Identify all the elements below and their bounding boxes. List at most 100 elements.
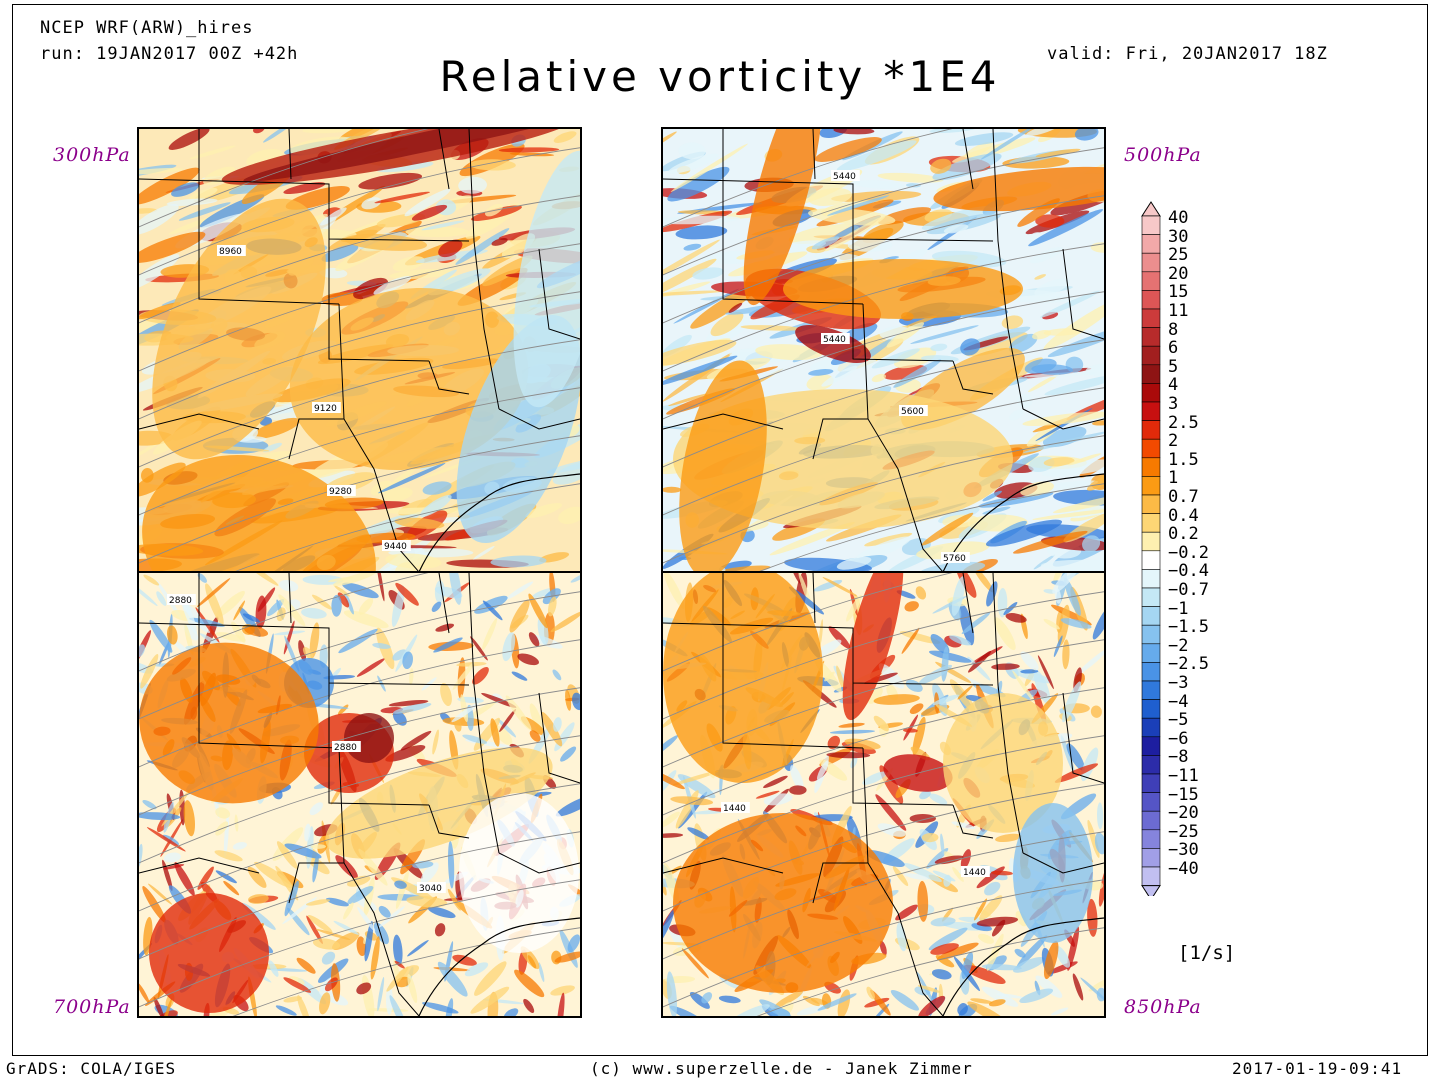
contour-label-text: 1440 xyxy=(963,868,986,878)
height-contour xyxy=(663,129,953,228)
colorbar-swatch xyxy=(1141,773,1161,793)
height-contour xyxy=(663,831,1104,960)
vorticity-patch xyxy=(503,1008,519,1016)
vorticity-patch xyxy=(356,658,386,677)
vorticity-patch xyxy=(755,790,780,799)
vorticity-patch xyxy=(490,555,547,568)
vorticity-patch xyxy=(979,895,1003,921)
vorticity-patch xyxy=(296,957,316,974)
vorticity-patch xyxy=(511,671,528,681)
state-border xyxy=(852,683,954,806)
vorticity-patch xyxy=(821,365,858,387)
vorticity-patch xyxy=(498,147,560,153)
vorticity-patch xyxy=(1024,371,1096,378)
vorticity-patch xyxy=(710,311,744,337)
footer-credit: (c) www.superzelle.de - Janek Zimmer xyxy=(590,1059,973,1078)
vorticity-patch xyxy=(701,992,713,1004)
vorticity-patch xyxy=(140,653,159,689)
vorticity-patch xyxy=(996,680,1003,697)
colorbar-label: −6 xyxy=(1168,728,1189,749)
vorticity-patch xyxy=(406,895,448,908)
vorticity-feature xyxy=(679,360,767,571)
map-panel-850hpa: 1440 1440 xyxy=(661,571,1106,1018)
vorticity-feature xyxy=(243,129,580,182)
height-contour xyxy=(663,573,953,672)
vorticity-patch xyxy=(949,635,972,646)
vorticity-patch xyxy=(836,556,872,570)
vorticity-patch xyxy=(826,751,871,759)
vorticity-patch xyxy=(796,1004,828,1016)
vorticity-patch xyxy=(419,494,452,518)
height-contour xyxy=(663,291,1104,420)
vorticity-patch xyxy=(215,590,245,618)
height-contour xyxy=(139,147,580,276)
vorticity-patch xyxy=(663,486,682,493)
vorticity-patch xyxy=(394,517,445,529)
vorticity-patch xyxy=(275,1005,297,1016)
state-border xyxy=(962,129,974,190)
vorticity-patch xyxy=(1054,763,1099,783)
contour-label-text: 5600 xyxy=(901,407,924,417)
vorticity-patch xyxy=(683,243,702,251)
vorticity-patch xyxy=(931,969,952,980)
vorticity-patch xyxy=(319,992,331,1015)
vorticity-patch xyxy=(991,919,1006,937)
vorticity-patch xyxy=(283,977,312,993)
contour-label-bg xyxy=(899,405,928,416)
contour-label: 8960 xyxy=(217,245,246,257)
vorticity-feature xyxy=(673,813,893,993)
coastline xyxy=(418,917,580,1016)
vorticity-patch xyxy=(331,594,342,617)
vorticity-feature xyxy=(1013,803,1093,943)
vorticity-patch xyxy=(343,610,389,629)
vorticity-patch xyxy=(1005,613,1027,623)
vorticity-patch xyxy=(1034,278,1070,297)
colorbar-label: −5 xyxy=(1168,710,1189,731)
colorbar-swatch xyxy=(1141,569,1161,589)
vorticity-patch xyxy=(252,417,301,439)
vorticity-patch xyxy=(405,226,469,238)
vorticity-patch xyxy=(385,745,426,762)
vorticity-patch xyxy=(1066,743,1085,771)
vorticity-patch xyxy=(445,998,454,1016)
state-border xyxy=(139,413,260,430)
vorticity-patch xyxy=(560,746,577,762)
vorticity-patch xyxy=(1043,299,1104,350)
vorticity-patch xyxy=(957,1003,968,1016)
colorbar-swatch xyxy=(1141,662,1161,682)
vorticity-patch xyxy=(973,898,988,921)
vorticity-patch xyxy=(1088,975,1104,992)
colorbar-swatch xyxy=(1141,290,1161,310)
vorticity-patch xyxy=(139,644,145,658)
vorticity-patch xyxy=(455,228,510,265)
vorticity-patch xyxy=(1096,802,1104,830)
vorticity-patch xyxy=(867,687,883,704)
contour-label-text: 8960 xyxy=(219,247,242,257)
height-contour xyxy=(139,573,429,672)
vorticity-patch xyxy=(1026,422,1062,447)
colorbar-label: 8 xyxy=(1168,319,1179,340)
state-border xyxy=(812,129,816,180)
vorticity-patch xyxy=(1035,975,1063,998)
vorticity-patch xyxy=(364,921,374,962)
map-panel-300hpa: 8960 9120 9280 9440 xyxy=(137,127,582,573)
vorticity-patch xyxy=(162,859,173,892)
vorticity-patch xyxy=(297,978,327,1005)
vorticity-patch xyxy=(1053,489,1104,506)
contour-label: 3040 xyxy=(417,882,446,894)
state-border xyxy=(538,248,580,340)
vorticity-patch xyxy=(1055,945,1071,968)
vorticity-patch xyxy=(358,172,423,190)
state-border xyxy=(498,852,580,874)
vorticity-patch xyxy=(378,906,405,928)
colorbar-label: −40 xyxy=(1168,859,1199,879)
vorticity-patch xyxy=(985,519,1063,547)
vorticity-patch xyxy=(554,951,580,963)
vorticity-patch xyxy=(529,730,541,742)
height-contour xyxy=(663,783,1104,912)
vorticity-patch xyxy=(139,843,143,868)
vorticity-patch xyxy=(957,685,973,700)
contour-label-text: 5760 xyxy=(943,554,966,564)
vorticity-patch xyxy=(827,195,890,216)
vorticity-patch xyxy=(553,717,562,732)
